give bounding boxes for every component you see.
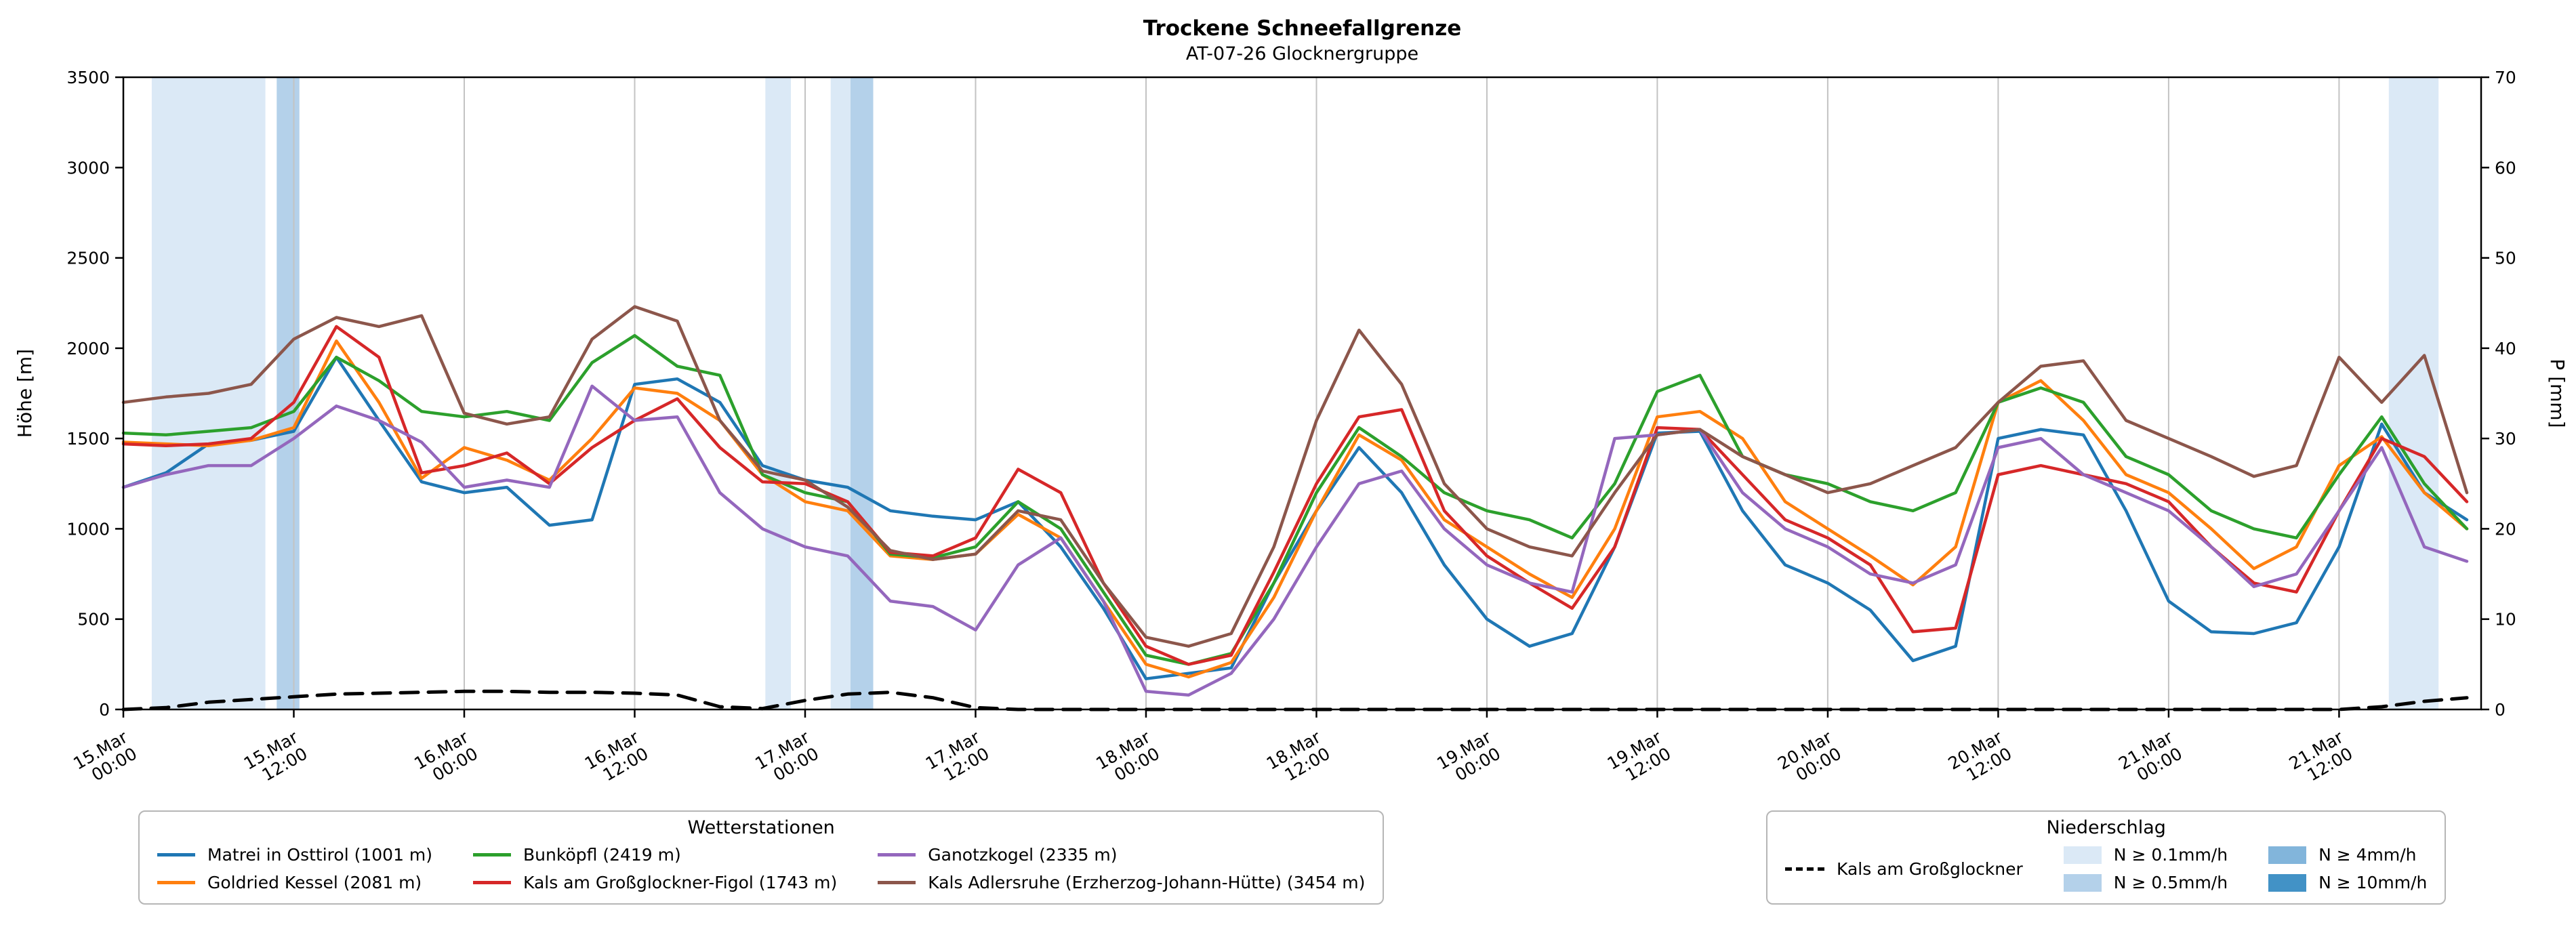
y-tick-label-right: 30 bbox=[2495, 429, 2516, 449]
series-line-1 bbox=[121, 339, 2469, 679]
x-tick-label: 19.Mar00:00 bbox=[1433, 727, 1504, 790]
x-tick-label: 18.Mar00:00 bbox=[1092, 727, 1163, 790]
y-tick-label-right: 60 bbox=[2495, 158, 2516, 178]
y-tick-label-left: 2500 bbox=[66, 249, 110, 268]
band-swatch bbox=[2063, 873, 2102, 892]
x-tick-label: 15.Mar00:00 bbox=[70, 727, 140, 790]
band-label: N ≥ 4mm/h bbox=[2318, 845, 2417, 865]
x-tick-label: 17.Mar00:00 bbox=[752, 727, 822, 790]
legend-item-band: N ≥ 4mm/h bbox=[2268, 845, 2427, 865]
dashed-line-swatch bbox=[1785, 867, 1824, 871]
legend-item-station: Goldried Kessel (2081 m) bbox=[157, 873, 432, 892]
ylabel-right: P [mm] bbox=[2546, 358, 2569, 428]
series-line-2 bbox=[121, 333, 2469, 666]
x-tick-label: 20.Mar00:00 bbox=[1774, 727, 1845, 790]
series-line-swatch bbox=[473, 881, 512, 884]
legend-item-station: Kals Adlersruhe (Erzherzog-Johann-Hütte)… bbox=[878, 873, 1365, 892]
band-swatch bbox=[2063, 846, 2102, 864]
precip-dashed-line bbox=[121, 689, 2469, 711]
station-label: Kals am Großglockner-Figol (1743 m) bbox=[523, 873, 838, 892]
station-label: Goldried Kessel (2081 m) bbox=[207, 873, 422, 892]
ylabel-left: Höhe [m] bbox=[14, 349, 36, 438]
band-swatch bbox=[2268, 873, 2307, 892]
y-tick-label-right: 10 bbox=[2495, 610, 2516, 629]
series-line-swatch bbox=[157, 881, 195, 884]
x-tick-label: 21.Mar00:00 bbox=[2115, 727, 2186, 790]
legend-item-band: N ≥ 10mm/h bbox=[2268, 873, 2427, 892]
y-tick-label-right: 20 bbox=[2495, 519, 2516, 539]
series-line-0 bbox=[121, 355, 2469, 680]
precip-band bbox=[765, 77, 791, 709]
legend-item-station: Kals am Großglockner-Figol (1743 m) bbox=[473, 873, 837, 892]
precip-band bbox=[277, 77, 300, 709]
x-tick-label: 21.Mar12:00 bbox=[2286, 727, 2356, 790]
series-line-4 bbox=[121, 384, 2469, 697]
legend-precip: Niederschlag Kals am Großglockner N ≥ 0.… bbox=[1766, 810, 2447, 905]
y-tick-label-left: 3000 bbox=[66, 158, 110, 178]
x-tick-label: 15.Mar12:00 bbox=[241, 727, 311, 790]
y-tick-label-right: 70 bbox=[2495, 68, 2516, 87]
y-tick-label-right: 0 bbox=[2495, 700, 2506, 720]
series-line-swatch bbox=[878, 881, 916, 884]
chart-title: Trockene Schneefallgrenze bbox=[1143, 16, 1462, 41]
band-swatch bbox=[2268, 846, 2307, 864]
y-tick-label-left: 1500 bbox=[66, 429, 110, 449]
series-lines bbox=[121, 305, 2469, 711]
y-tick-label-right: 50 bbox=[2495, 249, 2516, 268]
gridlines bbox=[123, 77, 2340, 709]
band-label: N ≥ 0.1mm/h bbox=[2113, 845, 2228, 865]
station-label: Ganotzkogel (2335 m) bbox=[928, 845, 1118, 865]
series-line-swatch bbox=[157, 853, 195, 856]
x-tick-label: 16.Mar00:00 bbox=[411, 727, 481, 790]
y-tick-label-left: 0 bbox=[99, 700, 110, 720]
y-tick-label-left: 1000 bbox=[66, 519, 110, 539]
legend-stations-title: Wetterstationen bbox=[687, 817, 835, 838]
series-line-5 bbox=[121, 305, 2469, 648]
x-tick-label: 20.Mar12:00 bbox=[1945, 727, 2016, 790]
precip-band bbox=[830, 77, 851, 709]
legend-item-station: Bunköpfl (2419 m) bbox=[473, 845, 837, 865]
x-tick-label: 17.Mar12:00 bbox=[922, 727, 993, 790]
series-line-3 bbox=[121, 325, 2469, 666]
legend-item-band: N ≥ 0.1mm/h bbox=[2063, 845, 2228, 865]
y-tick-label-right: 40 bbox=[2495, 339, 2516, 358]
x-tick-label: 19.Mar12:00 bbox=[1604, 727, 1675, 790]
x-tick-label: 16.Mar12:00 bbox=[581, 727, 652, 790]
precip-band bbox=[2388, 77, 2439, 709]
precip-line-label: Kals am Großglockner bbox=[1837, 859, 2023, 879]
x-tick-label: 18.Mar12:00 bbox=[1263, 727, 1334, 790]
plot-border bbox=[122, 76, 2482, 711]
station-label: Matrei in Osttirol (1001 m) bbox=[207, 845, 433, 865]
legend-item-station: Matrei in Osttirol (1001 m) bbox=[157, 845, 432, 865]
station-label: Bunköpfl (2419 m) bbox=[523, 845, 681, 865]
y-tick-label-left: 500 bbox=[77, 610, 110, 629]
legend-item-band: N ≥ 0.5mm/h bbox=[2063, 873, 2228, 892]
chart-subtitle: AT-07-26 Glocknergruppe bbox=[1185, 43, 1419, 64]
precip-bands bbox=[151, 77, 2439, 709]
legend-precip-title: Niederschlag bbox=[2046, 817, 2166, 838]
legend-item-precip-line: Kals am Großglockner bbox=[1785, 859, 2023, 879]
band-label: N ≥ 10mm/h bbox=[2318, 873, 2428, 892]
band-label: N ≥ 0.5mm/h bbox=[2113, 873, 2228, 892]
y-tick-label-left: 3500 bbox=[66, 68, 110, 87]
legend-item-station: Ganotzkogel (2335 m) bbox=[878, 845, 1365, 865]
y-tick-label-left: 2000 bbox=[66, 339, 110, 358]
station-label: Kals Adlersruhe (Erzherzog-Johann-Hütte)… bbox=[928, 873, 1366, 892]
series-line-swatch bbox=[878, 853, 916, 856]
precip-band bbox=[851, 77, 874, 709]
series-line-swatch bbox=[473, 853, 512, 856]
legend-stations: Wetterstationen Matrei in Osttirol (1001… bbox=[138, 810, 1385, 905]
